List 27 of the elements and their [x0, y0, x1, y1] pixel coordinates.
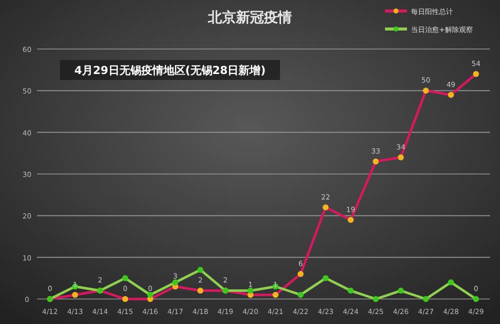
point	[298, 271, 304, 277]
point	[448, 92, 454, 98]
point	[422, 296, 429, 302]
point	[398, 154, 404, 160]
point	[398, 288, 404, 294]
point	[197, 288, 204, 294]
point	[197, 266, 204, 273]
point	[147, 292, 154, 298]
point	[172, 279, 178, 286]
point	[272, 292, 279, 298]
point	[372, 158, 379, 164]
annotation: 4月29日无锡疫情地区(无锡28日新增)	[74, 64, 266, 77]
point	[448, 279, 454, 286]
point	[348, 216, 354, 223]
point	[422, 88, 429, 94]
point	[122, 296, 128, 302]
point	[473, 71, 479, 77]
point	[322, 204, 329, 210]
point	[247, 288, 254, 294]
point	[372, 296, 379, 302]
point	[322, 275, 329, 282]
point	[473, 296, 479, 302]
point	[298, 292, 304, 298]
point	[348, 288, 354, 294]
chart-title: 北京新冠疫情	[207, 9, 292, 26]
point	[122, 275, 128, 282]
point	[72, 292, 78, 298]
